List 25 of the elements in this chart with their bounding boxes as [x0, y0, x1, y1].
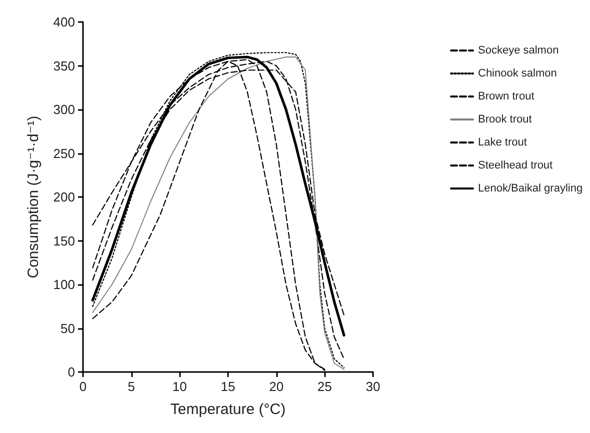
- y-tick-label: 300: [53, 102, 75, 117]
- legend-label: Steelhead trout: [478, 160, 553, 172]
- legend-label: Lenok/Baikal grayling: [478, 182, 583, 194]
- y-axis-title: Consumption (J·g⁻¹·d⁻¹): [25, 116, 42, 278]
- y-tick-label: 200: [53, 190, 75, 204]
- x-tick-label: 15: [220, 379, 236, 394]
- x-tick-label: 5: [128, 379, 135, 394]
- y-tick-label: 50: [60, 320, 75, 336]
- legend-label: Brook trout: [478, 114, 532, 126]
- x-tick-label: 0: [79, 379, 87, 394]
- x-tick-label: 25: [317, 379, 332, 394]
- legend-label: Lake trout: [478, 136, 527, 148]
- x-tick-label: 30: [366, 379, 380, 394]
- y-tick-label: 0: [68, 364, 75, 380]
- legend-label: Sockeye salmon: [478, 44, 559, 56]
- x-tick-label: 10: [172, 379, 187, 394]
- y-tick-label: 350: [53, 58, 75, 74]
- legend-label: Brown trout: [478, 90, 534, 102]
- y-tick-label: 250: [53, 146, 75, 161]
- legend-label: Chinook salmon: [478, 68, 557, 80]
- x-axis-title: Temperature (°C): [170, 401, 286, 418]
- y-tick-label: 150: [53, 233, 75, 248]
- y-tick-label: 400: [53, 14, 75, 30]
- x-tick-label: 20: [269, 379, 284, 394]
- y-tick-label: 100: [53, 277, 75, 292]
